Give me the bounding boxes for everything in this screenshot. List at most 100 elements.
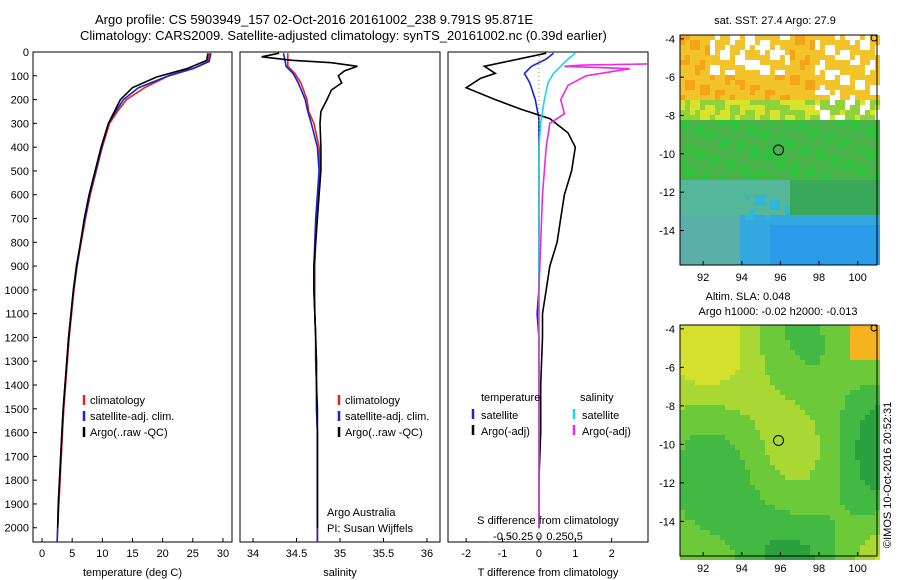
legend-label: satellite-adj. clim. [90, 411, 174, 423]
x-axis-label: T difference from climatology [478, 567, 619, 579]
x-tick-label: 15 [126, 548, 138, 560]
sst-map-title: sat. SST: 27.4 Argo: 27.9 [714, 15, 836, 27]
x-tick-label: 34 [247, 548, 259, 560]
map-y-tick-label: -4 [665, 324, 675, 336]
legend-label: climatology [345, 395, 401, 407]
depth-tick-label: 600 [11, 190, 29, 202]
series-line-satellite-adj-clim- [56, 53, 212, 543]
map-x-tick-label: 92 [697, 272, 709, 284]
sla-map-subtitle: Argo h1000: -0.02 h2000: -0.013 [698, 306, 857, 318]
map-y-tick-label: -14 [659, 516, 675, 528]
x-tick-label: 34.5 [286, 548, 307, 560]
legend-label: Argo(-adj) [481, 426, 530, 438]
map-y-tick-label: -8 [665, 401, 675, 413]
map-x-tick-label: 94 [736, 272, 748, 284]
title-line-1: Argo profile: CS 5903949_157 02-Oct-2016… [95, 12, 534, 27]
depth-tick-label: 0 [23, 47, 29, 59]
s-tick-label: 0.5 [568, 531, 583, 543]
legend-label: satellite [582, 410, 619, 422]
legend-label: Argo(..raw -QC) [345, 427, 423, 439]
map-y-tick-label: -12 [659, 478, 675, 490]
x-tick-label: 0 [536, 548, 542, 560]
annotation-argo-australia: Argo Australia [327, 507, 396, 519]
series-line-argo-adj- [464, 52, 577, 528]
x-tick-label: 25 [187, 548, 199, 560]
map-x-tick-label: 98 [813, 272, 825, 284]
x-axis-label-s: S difference from climatology [477, 515, 619, 527]
x-tick-label: 2 [609, 548, 615, 560]
depth-tick-label: 1300 [5, 356, 29, 368]
map-y-tick-label: -8 [665, 111, 675, 123]
x-tick-label: 0 [39, 548, 45, 560]
x-tick-label: 35 [334, 548, 346, 560]
x-tick-label: 35.5 [373, 548, 394, 560]
depth-tick-label: 900 [11, 261, 29, 273]
s-tick-label: 0.25 [546, 531, 567, 543]
x-tick-label: -1 [498, 548, 508, 560]
series-line-argo-raw-qc- [56, 53, 209, 528]
depth-tick-label: 200 [11, 95, 29, 107]
map-x-tick-label: 94 [736, 563, 748, 575]
legend-label: Argo(..raw -QC) [90, 427, 168, 439]
x-axis-label: salinity [323, 567, 357, 579]
map-y-tick-label: -10 [659, 149, 675, 161]
series-line-sal-argo [538, 63, 649, 528]
depth-tick-label: 1200 [5, 332, 29, 344]
x-tick-label: 5 [69, 548, 75, 560]
s-tick-label: 0 [536, 531, 542, 543]
depth-tick-label: 1500 [5, 404, 29, 416]
plot-frame-difference [447, 51, 649, 543]
depth-tick-label: 700 [11, 214, 29, 226]
argo-position-marker [773, 435, 784, 446]
map-x-tick-label: 100 [849, 272, 867, 284]
s-tick-label: -0.25 [508, 531, 533, 543]
x-tick-label: 10 [96, 548, 108, 560]
series-line-argo-raw-qc- [261, 52, 358, 528]
sst-map-field [680, 35, 880, 265]
legend-title-temperature: temperature [481, 392, 540, 404]
x-tick-label: 20 [157, 548, 169, 560]
depth-tick-label: 300 [11, 118, 29, 130]
map-x-tick-label: 98 [813, 563, 825, 575]
imos-credit: ©IMOS 10-Oct-2016 20:52:31 [882, 401, 894, 548]
depth-tick-label: 800 [11, 237, 29, 249]
sla-map-title: Altim. SLA: 0.048 [706, 291, 791, 303]
map-y-tick-label: -14 [659, 226, 675, 238]
depth-tick-label: 400 [11, 142, 29, 154]
depth-tick-label: 1000 [5, 285, 29, 297]
map-y-tick-label: -4 [665, 34, 675, 46]
depth-tick-label: 1900 [5, 499, 29, 511]
map-x-tick-label: 96 [774, 563, 786, 575]
map-y-tick-label: -12 [659, 187, 675, 199]
depth-tick-label: 2000 [5, 523, 29, 535]
legend-label: satellite-adj. clim. [345, 411, 429, 423]
depth-tick-label: 1700 [5, 451, 29, 463]
x-tick-label: 30 [217, 548, 229, 560]
depth-tick-label: 1800 [5, 475, 29, 487]
depth-tick-label: 1100 [5, 309, 29, 321]
legend-label: climatology [90, 395, 146, 407]
map-y-tick-label: -6 [665, 362, 675, 374]
series-line-climatology [56, 53, 211, 543]
plot-frame-salinity [239, 51, 441, 543]
sla-map-field [680, 325, 880, 560]
legend-title-salinity: salinity [580, 392, 614, 404]
legend-label: satellite [481, 410, 518, 422]
depth-tick-label: 1400 [5, 380, 29, 392]
title-line-2: Climatology: CARS2009. Satellite-adjuste… [80, 28, 607, 43]
corner-marker [870, 324, 878, 332]
x-tick-label: -2 [461, 548, 471, 560]
series-line-climatology [286, 53, 321, 542]
map-y-tick-label: -10 [659, 439, 675, 451]
map-x-tick-label: 92 [697, 563, 709, 575]
legend-label: Argo(-adj) [582, 426, 631, 438]
s-tick-label: -0.5 [493, 531, 512, 543]
map-y-tick-label: -6 [665, 72, 675, 84]
x-axis-label: temperature (deg C) [83, 567, 182, 579]
map-frame [679, 34, 878, 266]
annotation-pi: PI: Susan Wijffels [327, 523, 413, 535]
map-x-tick-label: 96 [774, 272, 786, 284]
x-tick-label: 36 [421, 548, 433, 560]
plot-frame-temperature [32, 51, 233, 543]
